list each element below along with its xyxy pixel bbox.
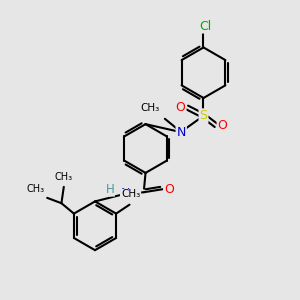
Text: S: S bbox=[200, 109, 208, 122]
Text: Cl: Cl bbox=[199, 20, 211, 33]
Text: O: O bbox=[218, 119, 227, 132]
Text: CH₃: CH₃ bbox=[26, 184, 44, 194]
Text: O: O bbox=[176, 101, 186, 114]
Text: N: N bbox=[176, 126, 186, 139]
Text: H: H bbox=[106, 183, 114, 196]
Text: CH₃: CH₃ bbox=[122, 189, 141, 199]
Text: CH₃: CH₃ bbox=[55, 172, 73, 182]
Text: O: O bbox=[164, 183, 174, 196]
Text: N: N bbox=[121, 187, 130, 200]
Text: CH₃: CH₃ bbox=[140, 103, 160, 113]
